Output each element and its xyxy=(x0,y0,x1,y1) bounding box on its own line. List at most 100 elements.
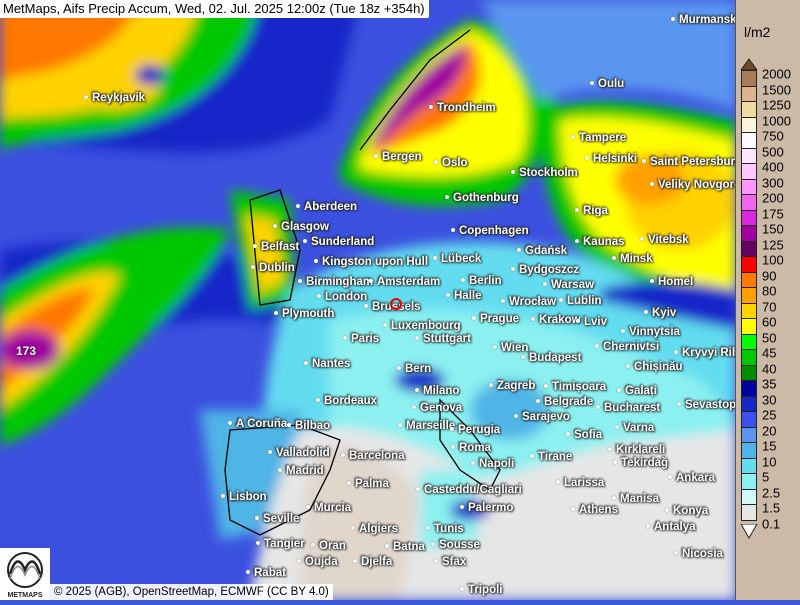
legend-swatch xyxy=(741,349,757,366)
city-dot-icon xyxy=(544,383,548,388)
city-name: Belgrade xyxy=(544,396,594,408)
city-dot-icon xyxy=(434,159,438,164)
legend-label: 0.1 xyxy=(762,516,781,531)
city-name: Bern xyxy=(405,363,432,375)
city-name: Sfax xyxy=(442,556,467,568)
city-dot-icon xyxy=(585,155,589,160)
city-name: Rabat xyxy=(254,567,286,579)
legend-label: 45 xyxy=(762,345,777,361)
city-label: Tampere xyxy=(571,132,626,144)
city-name: Zagreb xyxy=(497,380,536,392)
city-label: Murcia xyxy=(306,502,351,514)
city-label: Kryvyi Rih xyxy=(674,347,736,359)
legend-swatch xyxy=(741,147,757,164)
city-dot-icon xyxy=(296,203,300,208)
city-name: Tampere xyxy=(579,132,627,144)
city-label: Berlin xyxy=(461,275,502,287)
city-label: Amsterdam xyxy=(369,276,440,288)
city-name: Sevastopol xyxy=(685,399,736,411)
city-dot-icon xyxy=(317,293,321,298)
city-label: Timișoara xyxy=(544,381,606,393)
city-dot-icon xyxy=(434,558,438,563)
city-name: Oran xyxy=(319,540,346,552)
city-label: Konya xyxy=(665,505,708,517)
city-label: Tangier xyxy=(256,538,305,550)
location-marker[interactable] xyxy=(390,298,402,310)
precipitation-map[interactable]: Murmansk Reykjavik Oulu Trondheim Tampere Ber… xyxy=(0,0,736,600)
city-dot-icon xyxy=(445,194,449,199)
city-label: Perugia xyxy=(450,424,500,436)
city-label: Tripoli xyxy=(460,584,503,596)
city-label: Homel xyxy=(650,276,693,288)
city-name: Casteddu/Cagliari xyxy=(424,484,522,496)
legend-label: 70 xyxy=(762,299,777,314)
city-label: Birmingham xyxy=(298,276,373,288)
city-label: Dublin xyxy=(251,262,295,274)
city-name: Halle xyxy=(454,290,482,302)
city-dot-icon xyxy=(559,297,563,302)
city-dot-icon xyxy=(626,363,630,368)
city-name: Tirane xyxy=(538,451,573,463)
city-name: Chișinău xyxy=(634,361,683,373)
city-dot-icon xyxy=(517,247,521,252)
city-label: Stuttgart xyxy=(415,333,471,345)
city-label: Saint Petersburg xyxy=(642,156,736,168)
city-label: Paris xyxy=(343,333,379,345)
legend-label: 1500 xyxy=(762,82,791,97)
coastlines xyxy=(224,29,501,536)
city-label: Bordeaux xyxy=(316,395,377,407)
city-label: Casteddu/Cagliari xyxy=(416,484,522,496)
city-label: A Coruña xyxy=(228,418,287,430)
city-label: Vitebsk xyxy=(640,234,689,246)
city-dot-icon xyxy=(303,238,307,243)
legend-label: 20 xyxy=(762,423,777,438)
legend-label: 15 xyxy=(762,438,777,454)
city-name: Tangier xyxy=(264,538,305,550)
city-dot-icon xyxy=(590,80,594,85)
city-label: Chișinău xyxy=(626,361,683,373)
city-name: Veliky Novgorod xyxy=(658,179,736,191)
city-dot-icon xyxy=(287,422,291,427)
city-dot-icon xyxy=(273,223,277,228)
city-name: Murmansk xyxy=(679,14,736,26)
city-dot-icon xyxy=(347,480,351,485)
city-name: Kyiv xyxy=(652,307,677,319)
city-dot-icon xyxy=(228,420,232,425)
city-name: Bordeaux xyxy=(324,395,378,407)
city-name: Sarajevo xyxy=(522,411,570,423)
city-dot-icon xyxy=(511,169,515,174)
city-dot-icon xyxy=(450,426,454,431)
legend-swatch xyxy=(741,70,757,87)
city-label: Seville xyxy=(255,513,299,525)
city-name: Kryvyi Rih xyxy=(682,347,736,359)
city-dot-icon xyxy=(343,335,347,340)
city-name: Lviv xyxy=(584,316,608,328)
city-label: Lviv xyxy=(576,316,607,328)
city-name: Birmingham xyxy=(306,276,374,288)
city-name: Trondheim xyxy=(437,102,496,114)
legend-label: 30 xyxy=(762,392,777,407)
city-dot-icon xyxy=(612,495,616,500)
city-dot-icon xyxy=(489,382,493,387)
city-name: Wrocław xyxy=(509,296,557,308)
city-label: Varna xyxy=(615,422,654,434)
city-name: Varna xyxy=(623,422,655,434)
city-label: Tekirdağ xyxy=(613,457,668,469)
city-label: Luxembourg xyxy=(383,320,461,332)
city-dot-icon xyxy=(415,387,419,392)
city-dot-icon xyxy=(461,277,465,282)
legend-swatch xyxy=(741,194,757,211)
city-dot-icon xyxy=(575,207,579,212)
city-label: Kaunas xyxy=(575,236,625,248)
city-dot-icon xyxy=(451,227,455,232)
svg-text:METMAPS: METMAPS xyxy=(8,592,43,599)
city-dot-icon xyxy=(530,453,534,458)
legend-swatch xyxy=(741,132,757,149)
city-name: Kırklareli xyxy=(616,444,666,456)
legend-label: 50 xyxy=(762,330,777,345)
city-label: Algiers xyxy=(351,523,398,535)
city-label: Lublin xyxy=(559,295,602,307)
city-label: Oulu xyxy=(590,78,624,90)
city-name: Sunderland xyxy=(311,236,375,248)
city-dot-icon xyxy=(341,452,345,457)
